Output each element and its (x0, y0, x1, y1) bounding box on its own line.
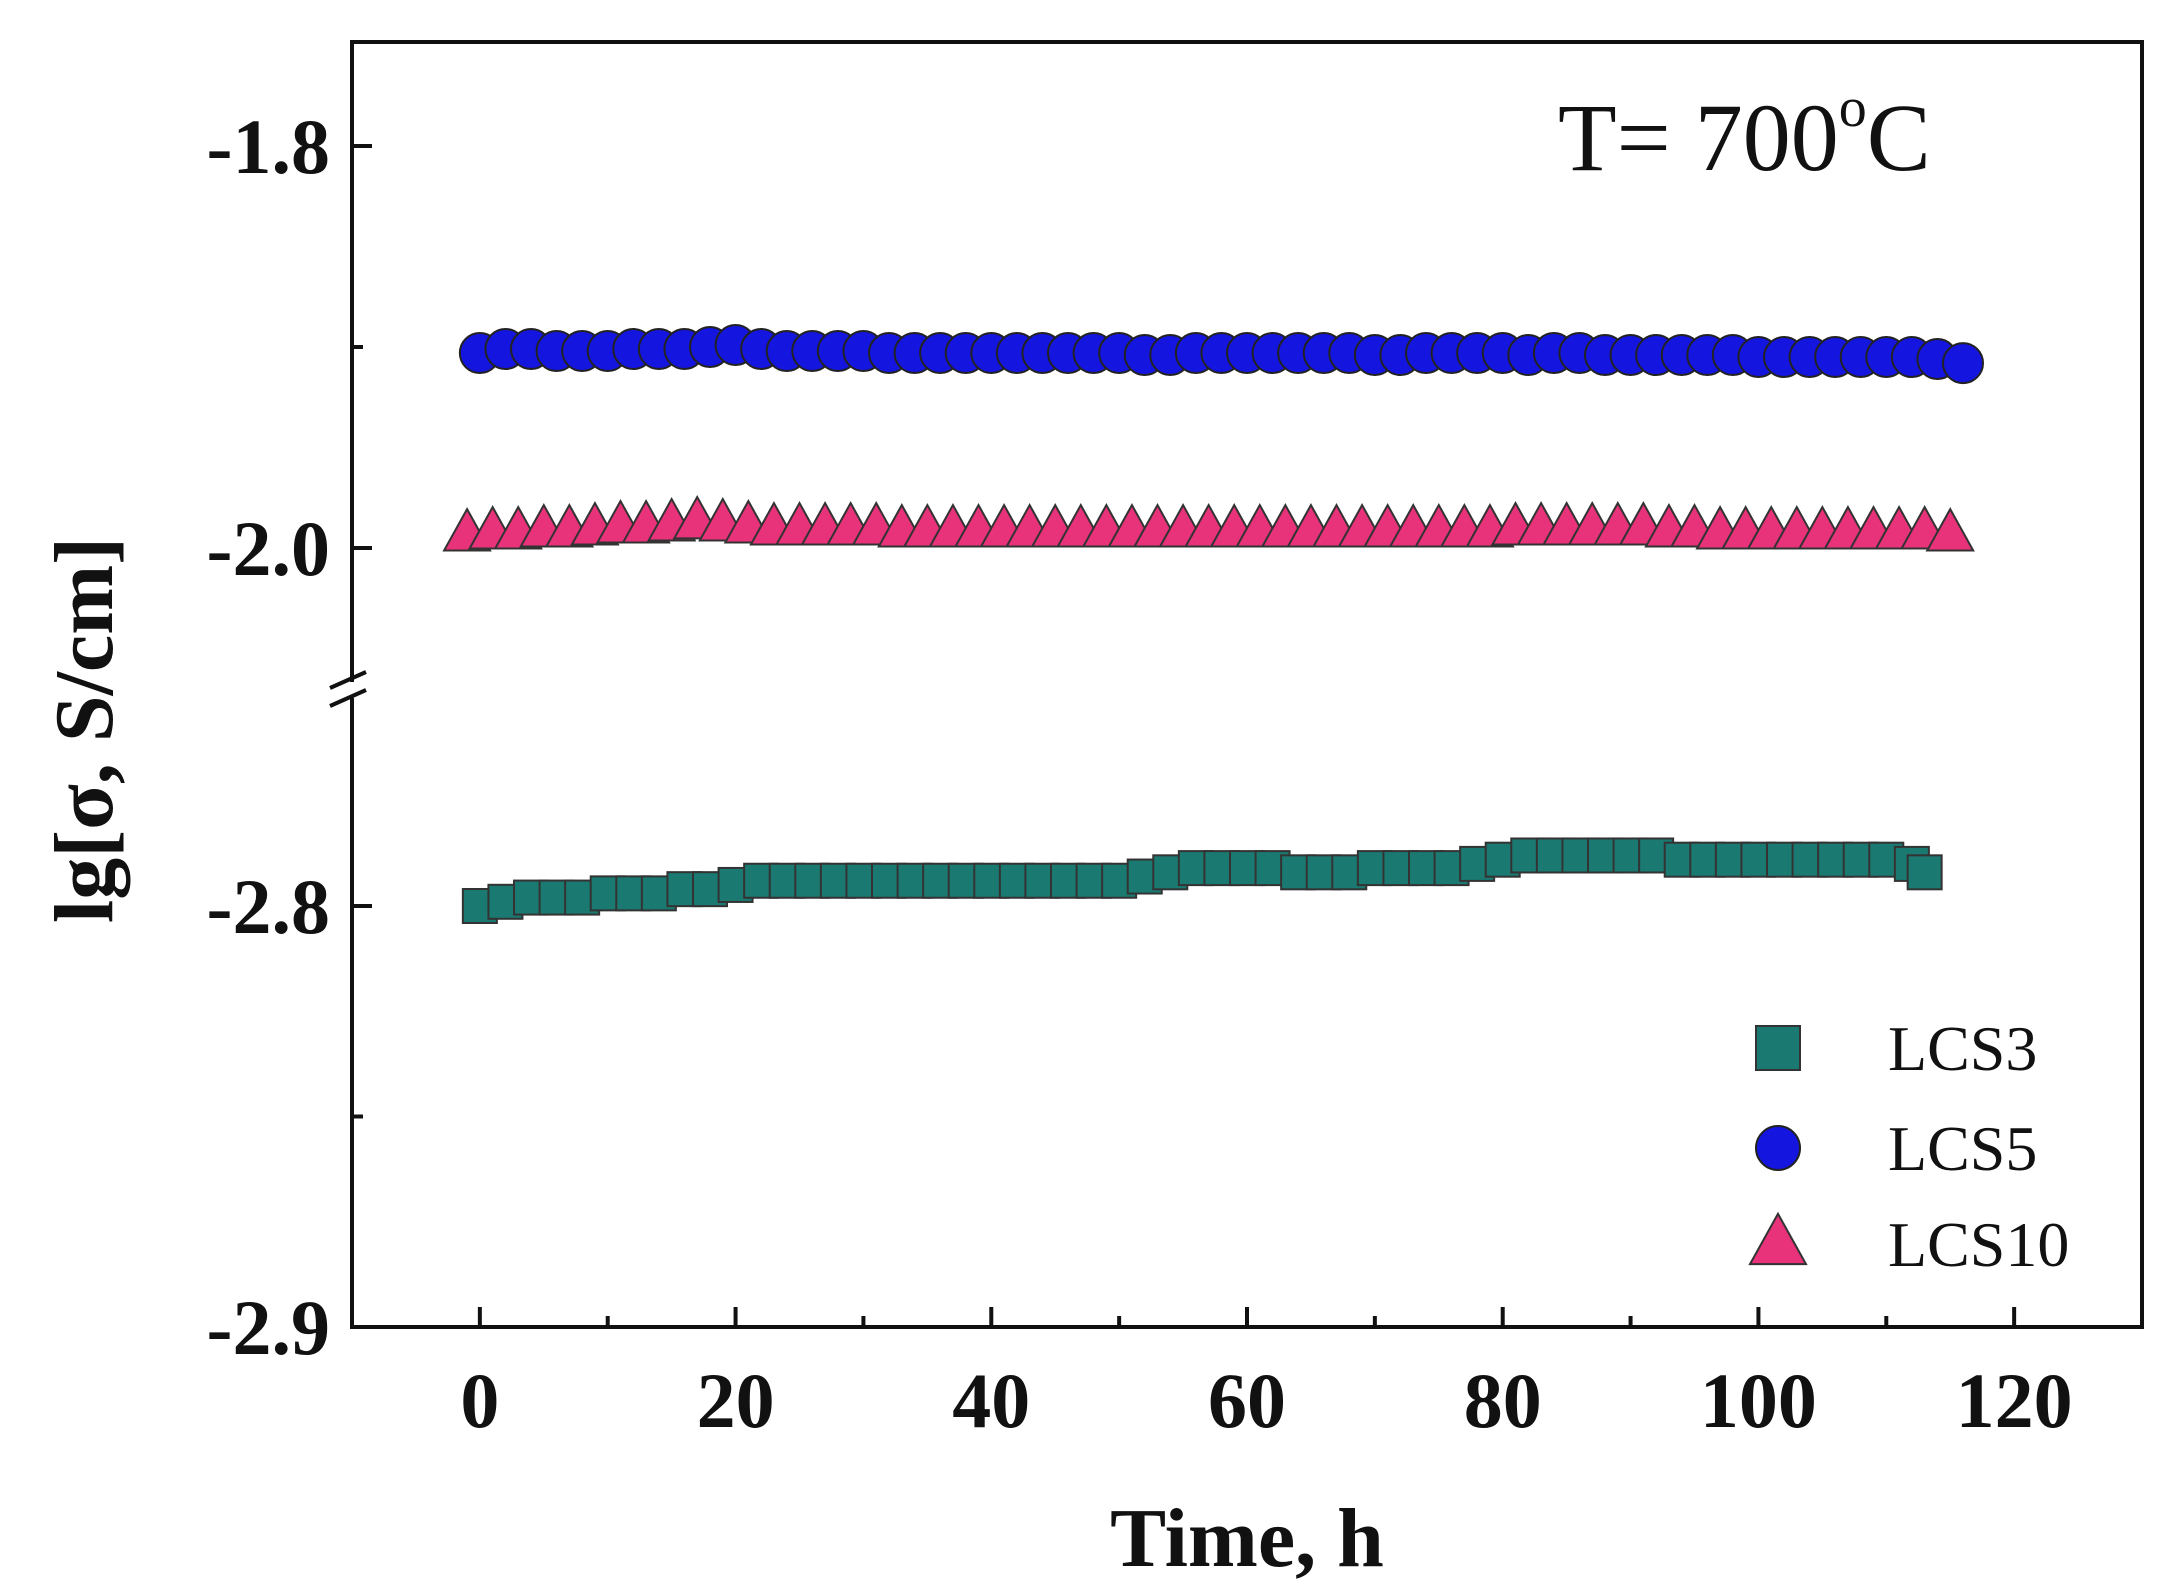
plot-frame (350, 40, 2144, 1329)
legend-label-lcs5: LCS5 (1888, 1113, 2037, 1184)
series-lcs5 (458, 323, 1984, 385)
data-point-lcs5 (1942, 342, 1984, 385)
data-point-lcs10 (1925, 507, 1975, 552)
series-lcs3 (461, 837, 1943, 924)
legend-marker-lcs10 (1748, 1211, 1808, 1266)
legend-marker-lcs3 (1755, 1025, 1801, 1071)
legend-label-lcs3: LCS3 (1888, 1013, 2037, 1084)
legend-item-lcs10: LCS10 (1748, 1209, 2069, 1280)
x-tick-label: 60 (1208, 1357, 1286, 1444)
y-axis-break (329, 670, 367, 708)
legend-label-lcs10: LCS10 (1888, 1209, 2069, 1280)
y-tick-label: -2.0 (207, 505, 330, 592)
x-tick-label: 120 (1956, 1357, 2073, 1444)
series-lcs10 (442, 494, 1975, 552)
x-tick-label: 40 (952, 1357, 1030, 1444)
legend-marker-lcs5 (1755, 1125, 1801, 1171)
y-tick-label: -1.8 (207, 103, 330, 190)
data-point-lcs3 (1906, 854, 1943, 891)
x-tick-label: 0 (460, 1357, 499, 1444)
legend-item-lcs3: LCS3 (1755, 1013, 2037, 1084)
y-tick-label: -2.9 (207, 1284, 330, 1371)
y-axis-break-mark (329, 670, 367, 690)
legend: LCS3 LCS5 LCS10 (1748, 1013, 2069, 1280)
y-axis-break-mark (329, 688, 367, 708)
x-tick-label: 20 (697, 1357, 775, 1444)
y-tick-label: -2.8 (207, 863, 330, 950)
x-axis-title: Time, h (1110, 1492, 1384, 1585)
y-axis-title: lg[σ, S/cm] (38, 537, 131, 923)
legend-item-lcs5: LCS5 (1755, 1113, 2037, 1184)
x-tick-label: 80 (1464, 1357, 1542, 1444)
annotation-temperature: T= 700oC (1558, 77, 1931, 191)
x-tick-label: 100 (1700, 1357, 1817, 1444)
